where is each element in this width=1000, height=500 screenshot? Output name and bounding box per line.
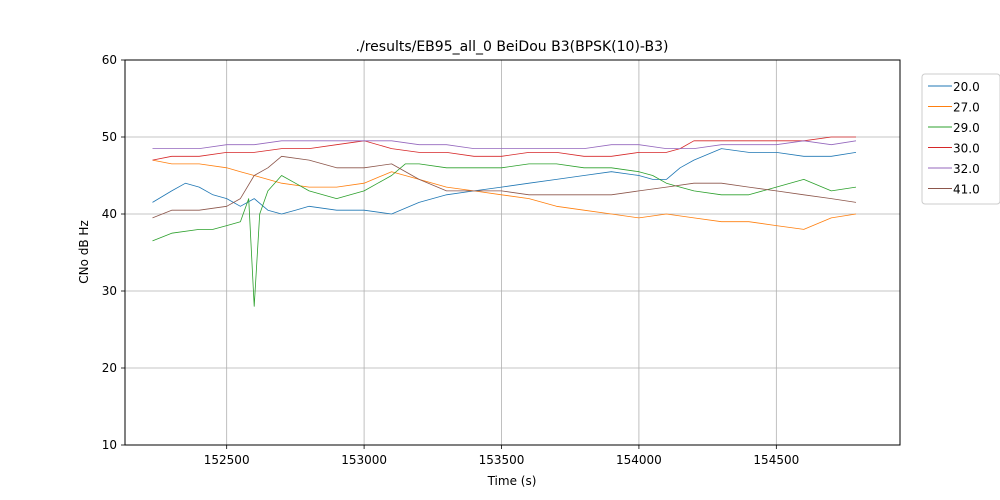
y-tick-label: 10 bbox=[102, 438, 117, 452]
series-line-41.0 bbox=[152, 155, 857, 219]
plot-frame bbox=[124, 59, 901, 446]
y-tick-label: 40 bbox=[102, 207, 117, 221]
x-axis-label: Time (s) bbox=[487, 474, 537, 488]
y-tick-label: 50 bbox=[102, 130, 117, 144]
legend-label: 32.0 bbox=[953, 162, 980, 176]
series-line-20.0 bbox=[152, 148, 857, 215]
x-tick-label: 153000 bbox=[341, 453, 387, 467]
legend-label: 27.0 bbox=[953, 101, 980, 115]
x-tick-label: 152500 bbox=[204, 453, 250, 467]
chart-title: ./results/EB95_all_0 BeiDou B3(BPSK(10)-… bbox=[356, 39, 669, 55]
legend-label: 29.0 bbox=[953, 121, 980, 135]
legend-label: 20.0 bbox=[953, 80, 980, 94]
y-axis-label: CNo dB Hz bbox=[77, 220, 91, 284]
y-tick-label: 30 bbox=[102, 284, 117, 298]
series-lines bbox=[152, 136, 857, 307]
x-tick-label: 154000 bbox=[616, 453, 662, 467]
x-tick-label: 153500 bbox=[479, 453, 525, 467]
y-tick-label: 60 bbox=[102, 53, 117, 67]
legend: 20.0 27.0 29.0 30.0 32.0 41.0 bbox=[921, 73, 1000, 205]
series-line-29.0 bbox=[152, 163, 857, 307]
series-line-32.0 bbox=[152, 140, 857, 150]
axis-ticks: 152500 153000 153500 154000 154500 10 20 30 40 50… bbox=[102, 53, 800, 467]
series-line-30.0 bbox=[152, 136, 856, 161]
legend-label: 30.0 bbox=[953, 142, 980, 156]
legend-label: 41.0 bbox=[953, 183, 980, 197]
y-tick-label: 20 bbox=[102, 361, 117, 375]
grid bbox=[125, 59, 900, 446]
x-tick-label: 154500 bbox=[753, 453, 799, 467]
series-line-27.0 bbox=[152, 159, 857, 230]
